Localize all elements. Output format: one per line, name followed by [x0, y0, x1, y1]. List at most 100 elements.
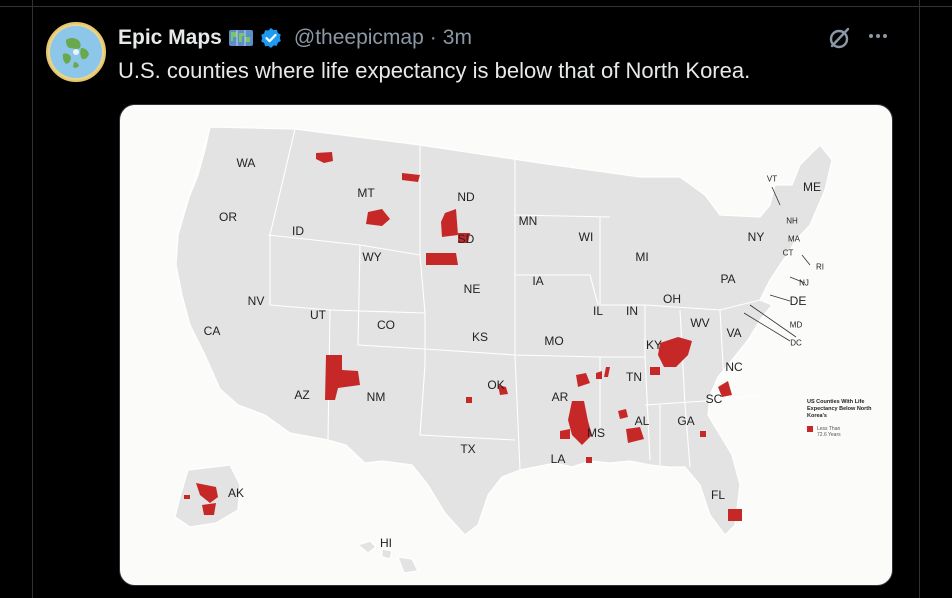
- more-options-icon[interactable]: [866, 24, 890, 48]
- county-montana-central: [366, 209, 390, 226]
- state-label-mn: MN: [518, 214, 538, 228]
- county-appalachia-kentucky: [658, 337, 692, 367]
- county-south-dakota-north: [441, 209, 458, 237]
- state-label-tx: TX: [460, 442, 476, 456]
- legend-item: Less Than 72.6 Years: [807, 426, 877, 438]
- state-label-mt: MT: [357, 186, 375, 200]
- state-label-nv: NV: [247, 294, 265, 308]
- state-label-de: DE: [789, 294, 807, 308]
- state-label-oh: OH: [663, 292, 681, 306]
- state-label-ga: GA: [677, 414, 695, 428]
- state-label-sc: SC: [705, 392, 723, 406]
- state-label-nd: ND: [457, 190, 475, 204]
- highlighted-counties: [184, 152, 742, 521]
- state-label-ky: KY: [645, 338, 663, 352]
- state-label-fl: FL: [710, 488, 726, 502]
- county-tennessee-central: [604, 367, 610, 377]
- handle[interactable]: @theepicmap: [293, 26, 424, 49]
- state-label-wa: WA: [236, 156, 256, 170]
- legend-item-label: Less Than 72.6 Years: [817, 426, 841, 438]
- state-label-ri: RI: [816, 262, 824, 272]
- state-label-al: AL: [634, 414, 650, 428]
- state-label-nj: NJ: [799, 278, 809, 288]
- state-label-wy: WY: [362, 250, 382, 264]
- state-label-nm: NM: [366, 390, 386, 404]
- state-label-ny: NY: [747, 230, 765, 244]
- grok-icon[interactable]: [826, 24, 854, 52]
- state-label-ks: KS: [471, 330, 489, 344]
- county-appalachia-tennessee: [650, 367, 660, 375]
- state-label-mo: MO: [544, 334, 564, 348]
- state-label-ct: CT: [782, 248, 794, 258]
- state-label-ne: NE: [463, 282, 481, 296]
- county-alaska-islet: [184, 495, 190, 499]
- state-label-mi: MI: [635, 250, 649, 264]
- county-alabama-west: [618, 409, 628, 419]
- state-label-az: AZ: [294, 388, 310, 402]
- state-label-ok: OK: [487, 378, 505, 392]
- county-south-carolina: [718, 381, 732, 397]
- county-florida-south: [728, 509, 742, 521]
- northeast-leader-lines: [743, 186, 811, 342]
- state-label-id: ID: [292, 224, 304, 238]
- state-label-pa: PA: [720, 272, 736, 286]
- state-label-wv: WV: [690, 316, 710, 330]
- state-label-hi: HI: [380, 536, 392, 550]
- county-montana-north-1: [316, 152, 333, 163]
- county-louisiana-south: [586, 457, 592, 463]
- state-label-dc: DC: [790, 338, 802, 348]
- state-label-va: VA: [726, 326, 742, 340]
- county-georgia-south: [700, 431, 706, 437]
- timestamp[interactable]: 3m: [442, 26, 472, 49]
- state-label-in: IN: [626, 304, 638, 318]
- state-label-il: IL: [592, 304, 604, 318]
- state-label-wi: WI: [578, 230, 594, 244]
- state-borders-central: [419, 155, 651, 471]
- map-legend: US Counties With Life Expectancy Below N…: [807, 399, 877, 438]
- county-alaska-west: [196, 483, 218, 503]
- county-alaska-southwest: [202, 503, 216, 515]
- separator-dot: ·: [429, 26, 437, 49]
- county-south-dakota-east: [458, 233, 470, 243]
- verified-badge-icon[interactable]: [260, 27, 282, 49]
- county-arkansas-east: [576, 373, 590, 387]
- post-text: U.S. counties where life expectancy is b…: [118, 58, 751, 83]
- display-name[interactable]: Epic Maps: [118, 26, 222, 49]
- us-map: [174, 126, 833, 574]
- county-oklahoma-west: [466, 397, 472, 403]
- post-image-map[interactable]: WA OR CA ID NV MT WY UT AZ CO NM ND SD N…: [119, 104, 893, 586]
- world-map-icon: [228, 28, 254, 48]
- timeline-border-left: [32, 0, 33, 598]
- contiguous-us-landmass: [175, 126, 833, 536]
- flat-earth-map-icon: [50, 26, 102, 78]
- state-label-md: MD: [789, 320, 803, 330]
- state-label-ak: AK: [227, 486, 245, 500]
- state-label-nh: NH: [786, 216, 798, 226]
- state-label-la: LA: [550, 452, 566, 466]
- state-label-ms: MS: [587, 426, 605, 440]
- avatar[interactable]: [46, 22, 106, 82]
- county-louisiana-north: [560, 429, 570, 439]
- legend-title: US Counties With Life Expectancy Below N…: [807, 399, 872, 419]
- hawaii-islands: [356, 540, 419, 574]
- state-label-ca: CA: [203, 324, 221, 338]
- state-label-ar: AR: [551, 390, 569, 404]
- state-label-ia: IA: [532, 274, 544, 288]
- state-label-sd: SD: [457, 232, 475, 246]
- county-arizona-navajo: [325, 355, 360, 400]
- state-label-tn: TN: [626, 370, 642, 384]
- post-header: Epic Maps @theepicmap · 3m: [118, 24, 472, 52]
- state-label-nc: NC: [725, 360, 743, 374]
- county-mississippi-delta: [568, 401, 592, 445]
- state-label-or: OR: [219, 210, 237, 224]
- state-label-vt: VT: [766, 174, 778, 184]
- state-label-me: ME: [803, 180, 821, 194]
- county-south-dakota-south: [426, 253, 458, 265]
- county-oklahoma-east: [498, 385, 508, 395]
- state-label-co: CO: [377, 318, 395, 332]
- state-label-ma: MA: [788, 234, 800, 244]
- county-montana-north-2: [402, 173, 420, 182]
- timeline-border-right: [919, 0, 920, 598]
- county-alabama-black-belt: [626, 427, 644, 443]
- legend-swatch: [807, 426, 813, 432]
